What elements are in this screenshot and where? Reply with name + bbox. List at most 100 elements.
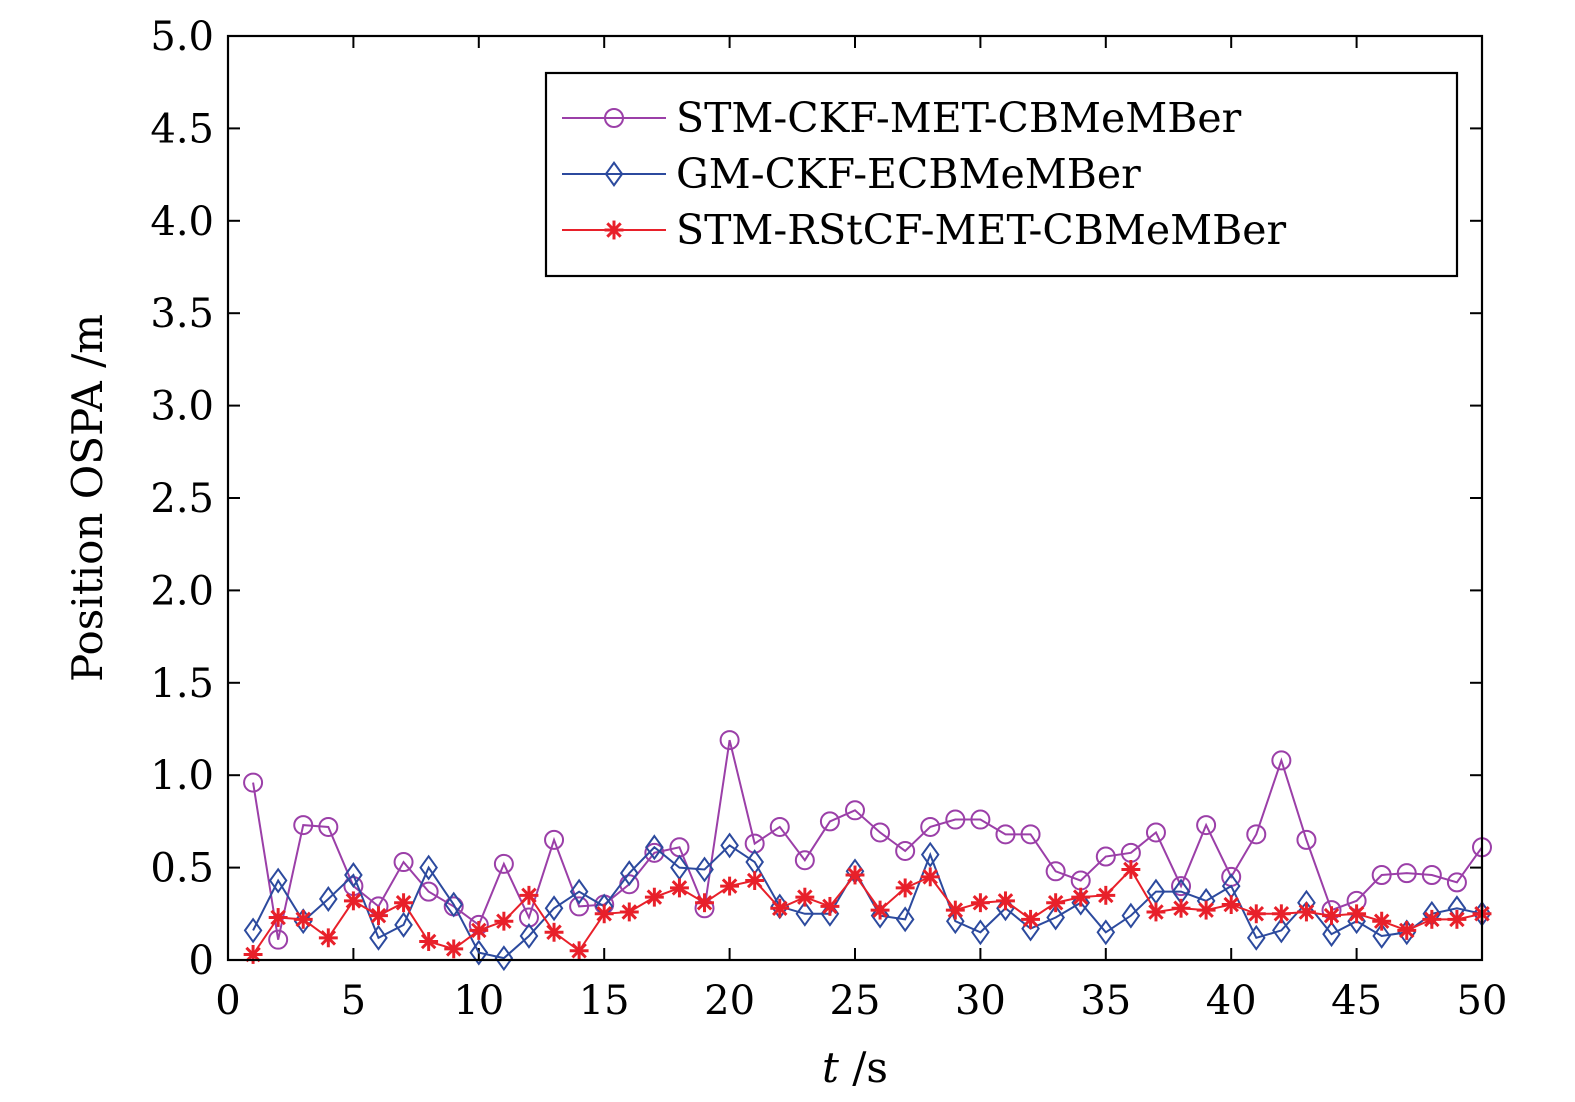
data-point-circle [870, 822, 891, 843]
data-point-star [318, 928, 338, 948]
x-tick-label: 45 [1331, 978, 1382, 1024]
data-point-star [1221, 895, 1241, 915]
star-stroke [606, 222, 622, 238]
data-point-circle [1171, 876, 1192, 897]
data-point-star [594, 904, 614, 924]
data-point-star [1322, 906, 1341, 926]
data-point-star [469, 920, 489, 940]
y-tick-label: 3.0 [150, 384, 214, 430]
star-stroke [546, 924, 562, 941]
data-point-circle [1095, 846, 1116, 867]
data-point-diamond [369, 924, 388, 951]
legend: STM-CKF-MET-CBMeMBer GM-CKF-ECBMeMBer STM-… [544, 71, 1459, 278]
legend-item: STM-RStCF-MET-CBMeMBer [562, 206, 1286, 254]
plot-frame [226, 34, 1484, 962]
star-stroke [1449, 911, 1465, 928]
x-axis-label: t /s [822, 1043, 888, 1092]
data-point-diamond [544, 895, 564, 922]
legend-label: STM-RStCF-MET-CBMeMBer [676, 206, 1286, 254]
star-stroke [1173, 900, 1189, 916]
star-stroke [1223, 896, 1239, 913]
data-point-star [544, 922, 564, 942]
star-stroke [671, 880, 688, 896]
data-point-circle [945, 809, 966, 830]
data-point-diamond [494, 945, 514, 972]
x-tick-label: 35 [1080, 978, 1131, 1024]
data-point-circle [995, 824, 1016, 845]
data-point-star [1196, 900, 1216, 920]
x-tick-label: 40 [1206, 978, 1257, 1024]
data-point-diamond [895, 906, 915, 933]
y-axis-label: Position OSPA /m [63, 314, 112, 682]
data-point-star [695, 893, 714, 913]
data-point-star [845, 865, 865, 885]
data-point-diamond [293, 908, 313, 935]
data-point-star [870, 900, 890, 920]
x-tick-label: 20 [704, 978, 755, 1024]
x-tick-label: 0 [215, 978, 240, 1024]
star-stroke [471, 922, 487, 939]
data-point-star [1447, 909, 1467, 929]
data-point-circle [845, 800, 865, 821]
data-point-star [569, 941, 589, 961]
data-point-circle [719, 730, 740, 751]
y-tick-label: 3.5 [150, 291, 214, 337]
data-point-circle [1196, 815, 1217, 836]
legend-label: GM-CKF-ECBMeMBer [676, 150, 1141, 198]
star-stroke [897, 880, 913, 896]
star-stroke [1273, 906, 1290, 922]
y-tick-label: 2.0 [150, 568, 214, 614]
data-point-diamond [318, 886, 338, 912]
data-point-star [394, 893, 414, 913]
data-point-star [444, 939, 464, 959]
data-point-star [519, 885, 539, 905]
x-tick-label: 25 [830, 978, 881, 1024]
data-point-circle [418, 881, 439, 902]
star-stroke [420, 933, 437, 950]
star-stroke [1298, 904, 1315, 920]
data-point-diamond [1272, 917, 1291, 944]
data-point-star [920, 867, 940, 887]
star-stroke [270, 909, 286, 926]
data-point-circle [794, 850, 815, 871]
star-stroke [746, 872, 763, 889]
data-point-star [494, 911, 514, 931]
star-stroke [370, 907, 387, 924]
star-stroke [1148, 904, 1164, 920]
data-point-circle [920, 816, 941, 837]
data-point-circle [1045, 861, 1066, 882]
data-point-diamond [720, 832, 739, 859]
data-point-circle [1296, 829, 1317, 850]
data-point-star [343, 891, 363, 911]
y-tick-label: 0.5 [150, 846, 214, 892]
data-point-circle [493, 853, 514, 874]
star-stroke [445, 941, 462, 957]
star-stroke [972, 894, 989, 911]
data-point-circle [318, 816, 339, 837]
data-point-star [1121, 859, 1141, 879]
legend-item: STM-CKF-MET-CBMeMBer [562, 94, 1242, 142]
star-stroke [1248, 906, 1265, 922]
legend-item: GM-CKF-ECBMeMBer [562, 150, 1141, 198]
data-point-star [293, 909, 313, 929]
data-point-star [369, 906, 388, 926]
star-stroke [1323, 907, 1340, 924]
data-point-circle [1371, 864, 1392, 885]
data-point-circle [1145, 822, 1166, 843]
data-point-star [1146, 902, 1166, 922]
star-stroke [1424, 911, 1440, 928]
data-point-star [1071, 887, 1091, 907]
data-point-diamond [1372, 923, 1392, 949]
data-point-star [1397, 920, 1417, 940]
star-stroke [646, 889, 663, 905]
y-tick-label: 4.5 [150, 106, 214, 152]
legend-swatch-marker [604, 161, 624, 187]
data-point-circle [744, 833, 765, 854]
data-point-diamond [569, 878, 589, 905]
star-stroke [847, 867, 863, 883]
data-point-circle [393, 852, 414, 873]
star-stroke [345, 893, 362, 909]
star-stroke [1373, 913, 1390, 929]
legend-swatch-marker [604, 220, 624, 240]
data-point-diamond [870, 902, 890, 929]
